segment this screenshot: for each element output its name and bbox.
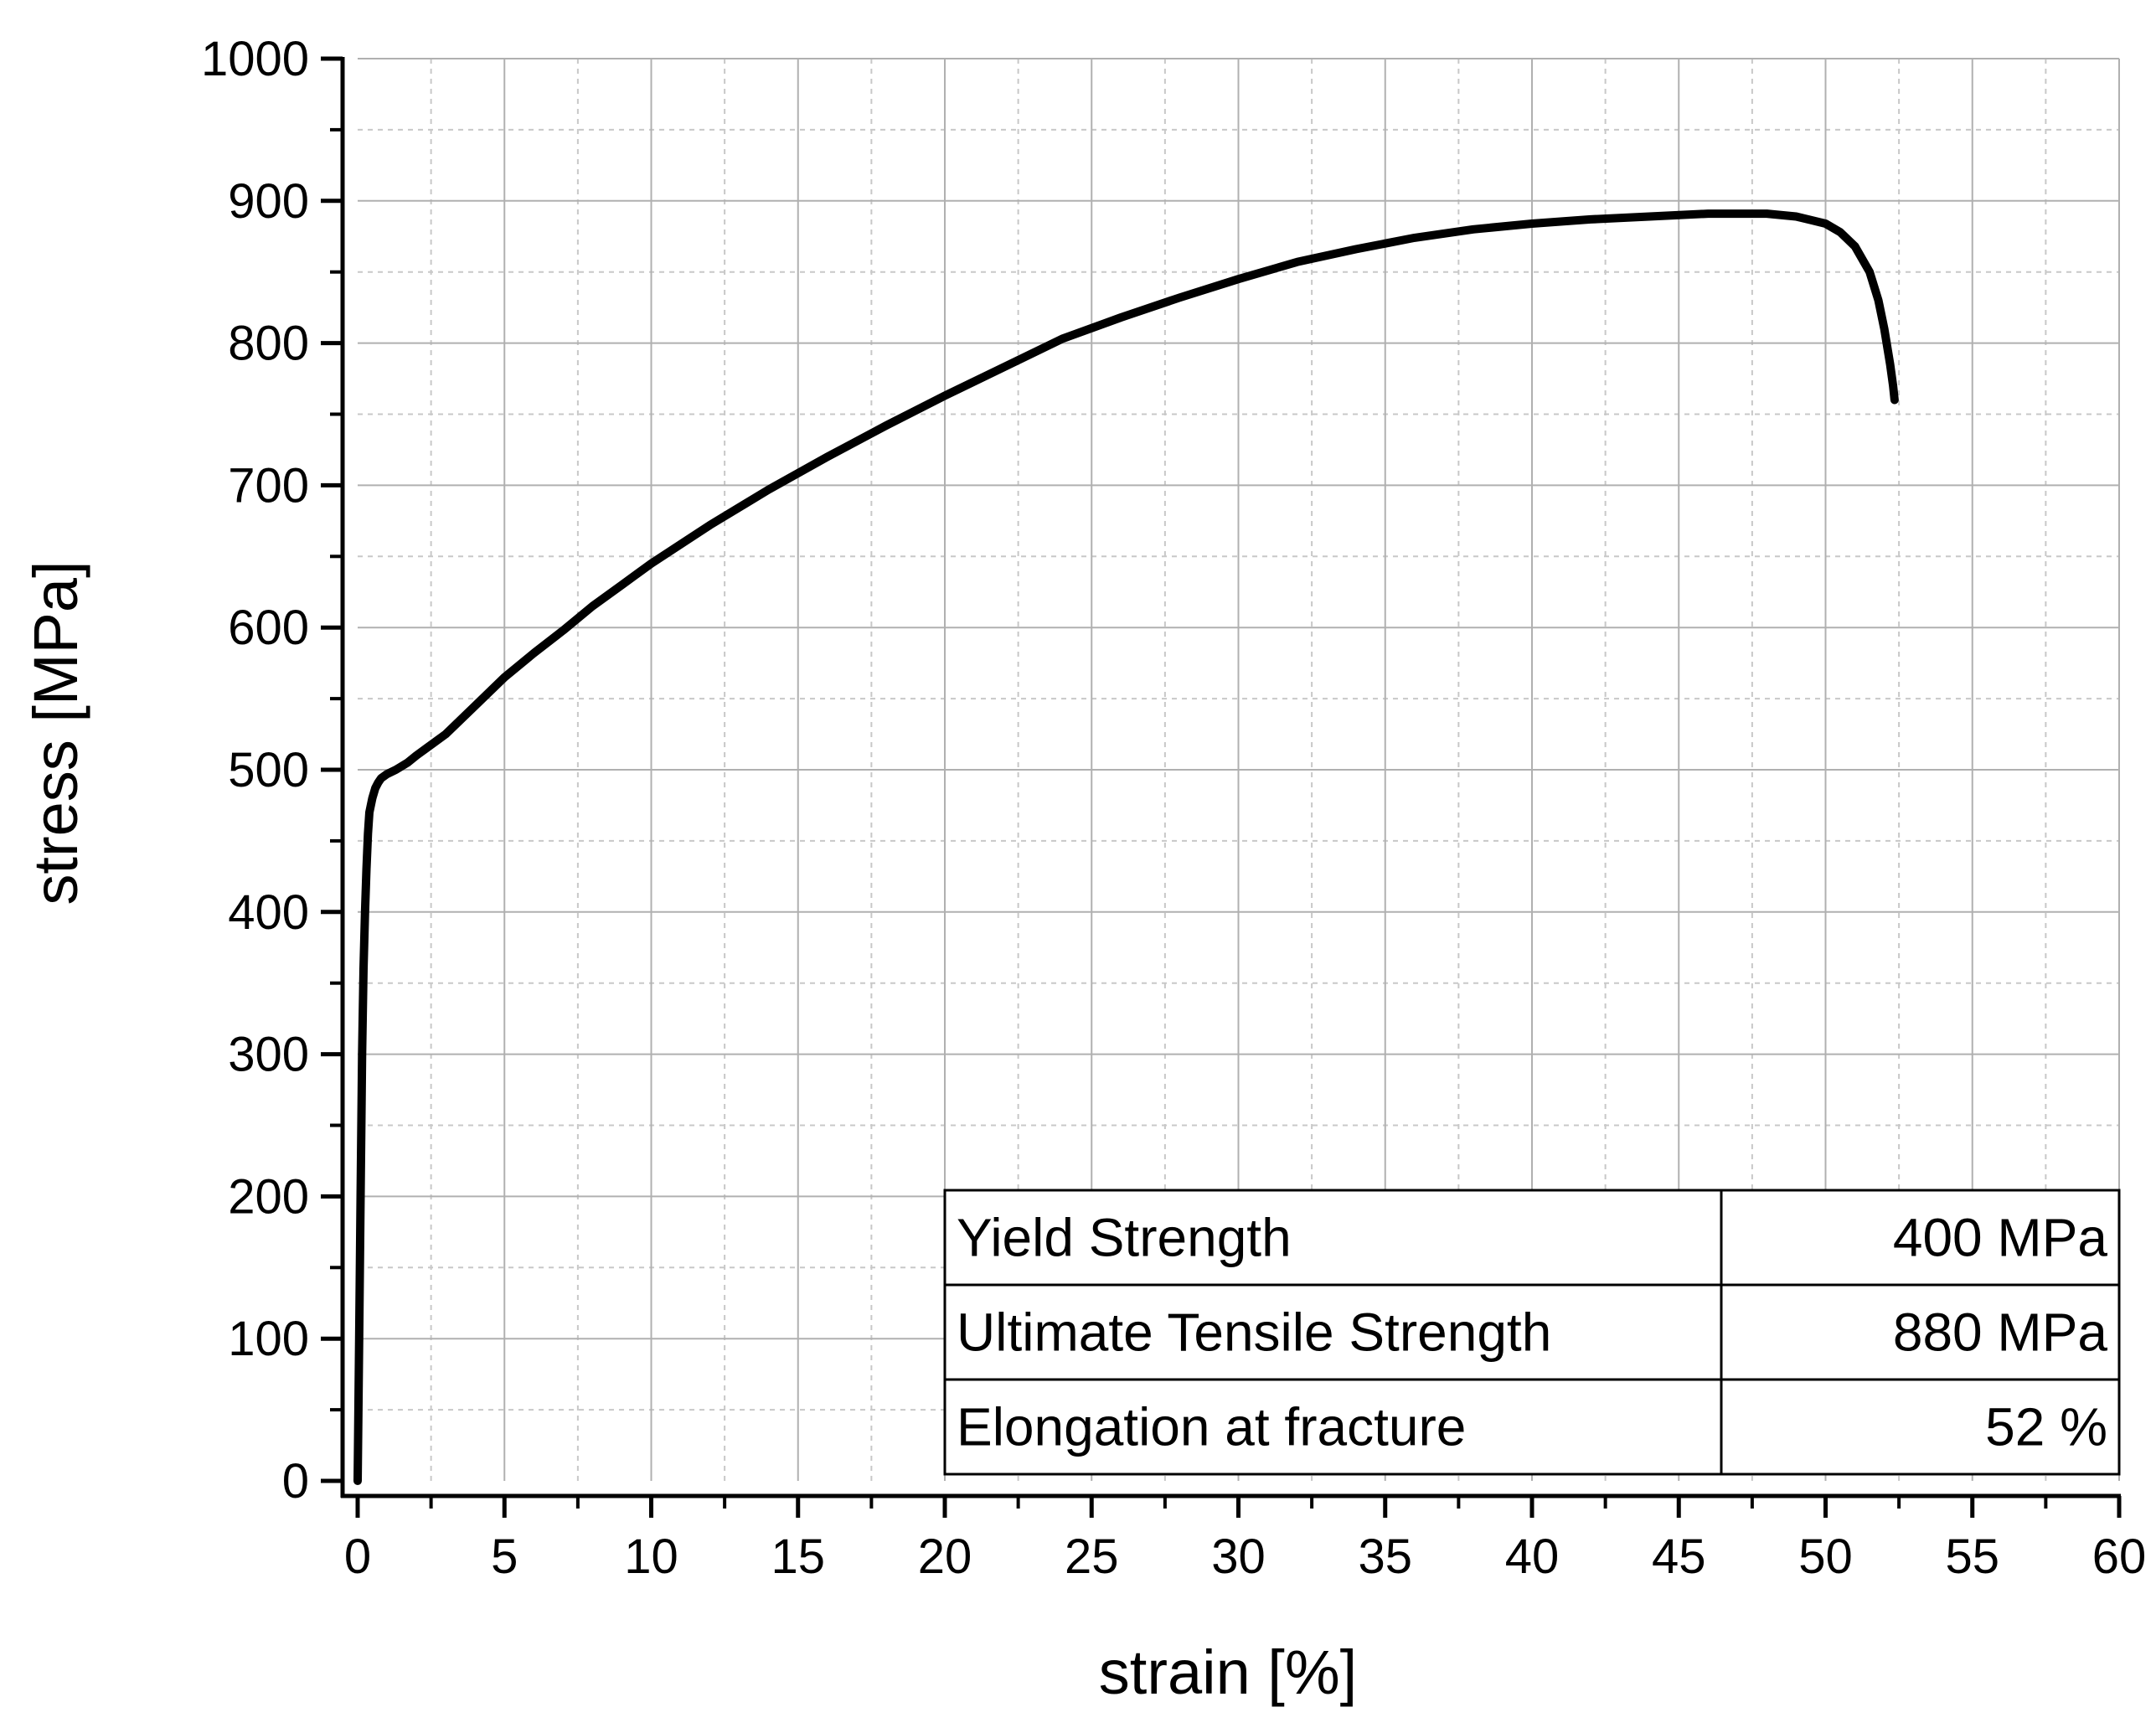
- x-tick-label: 0: [344, 1529, 371, 1584]
- y-tick-label: 300: [228, 1028, 309, 1082]
- series: [353, 209, 1899, 1485]
- table-row-label: Elongation at fracture: [957, 1397, 1466, 1457]
- x-tick-label: 45: [1652, 1529, 1706, 1584]
- y-tick-label: 900: [228, 174, 309, 229]
- x-tick-label: 40: [1505, 1529, 1560, 1584]
- x-tick-label: 35: [1358, 1529, 1412, 1584]
- axes: 0 100 200 300 400 500 600 700 800 900 1000 0 5 10 15 20…: [201, 32, 2146, 1584]
- table-row-value: 400 MPa: [1893, 1208, 2108, 1268]
- y-tick-label: 500: [228, 743, 309, 797]
- x-axis-title: strain [%]: [1099, 1638, 1357, 1707]
- y-tick-label: 0: [282, 1454, 309, 1509]
- y-tick-label: 800: [228, 317, 309, 371]
- annotation-table: Yield Strength 400 MPa Ultimate Tensile St…: [943, 1189, 2121, 1476]
- x-tick-label: 60: [2092, 1529, 2147, 1584]
- table-row-label: Ultimate Tensile Strength: [957, 1302, 1551, 1363]
- x-tick-label: 10: [624, 1529, 678, 1584]
- y-tick-label: 100: [228, 1312, 309, 1366]
- table-row-label: Yield Strength: [957, 1208, 1292, 1268]
- y-tick-label: 700: [228, 458, 309, 513]
- x-tick-label: 15: [771, 1529, 825, 1584]
- x-tick-label: 55: [1945, 1529, 1999, 1584]
- y-axis-title: stress [MPa]: [21, 560, 90, 905]
- table-frame: [943, 1189, 2121, 1476]
- table-row-value: 880 MPa: [1893, 1302, 2108, 1363]
- x-tick-label: 25: [1065, 1529, 1119, 1584]
- x-tick-label: 30: [1211, 1529, 1266, 1584]
- x-tick-label: 5: [491, 1529, 518, 1584]
- y-tick-label: 400: [228, 885, 309, 940]
- stress-strain-line: [353, 209, 1899, 1485]
- y-tick-label: 1000: [201, 32, 309, 86]
- x-tick-label: 50: [1798, 1529, 1853, 1584]
- table-row-value: 52 %: [1985, 1397, 2107, 1457]
- y-tick-label: 600: [228, 601, 309, 655]
- y-tick-label: 200: [228, 1169, 309, 1224]
- x-tick-label: 20: [918, 1529, 972, 1584]
